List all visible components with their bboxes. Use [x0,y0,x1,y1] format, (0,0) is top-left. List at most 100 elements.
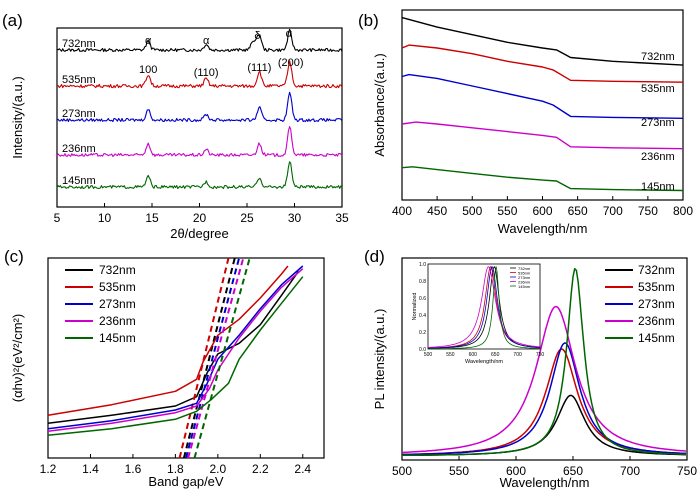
panel-d-inset-y-tick-label: 0.8 [419,279,426,285]
panel-d-inset-xlabel: Wavelength/nm [465,359,503,365]
panel-d-inset-series-145nm [428,266,540,350]
panel-a-series-273nm [56,91,343,123]
panel-c-x-tick-label: 1.4 [82,462,99,476]
panel-b-series-732nm [401,16,684,66]
panel-d-inset-x-tick-label: 550 [446,352,455,358]
panel-c-series-236nm [47,268,304,433]
panel-b-series-273nm [401,73,684,119]
panel-a-annotation: α [286,28,293,40]
panel-a-annotation: δ [254,30,260,42]
panel-c-x-tick-label: 1.6 [125,462,142,476]
panel-a-series-label: 273nm [62,108,96,120]
panel-d-inset-ylabel: Normalized [412,293,418,321]
panel-d-x-tick-label: 650 [563,464,583,478]
panel-label-d: (d) [364,247,385,266]
panel-d-frame [401,257,688,461]
panel-label-c: (c) [4,247,24,266]
panel-a-series-236nm [56,126,343,158]
panel-d-inset-legend-label: 145nm [518,284,531,289]
panel-b-series-145nm [401,166,684,192]
panel-c-tangent-273nm [185,257,241,459]
panel-d-x-tick-label: 700 [620,464,640,478]
panel-d-inset-y-tick-label: 1.0 [419,262,426,268]
panel-a-series-label: 236nm [62,143,96,155]
panel-d-inset-x-tick-label: 500 [424,352,433,358]
panel-d-series-273nm [401,342,686,456]
panel-c-x-tick-label: 1.8 [167,462,184,476]
panel-c-series-145nm [47,276,304,437]
panel-d-inset-x-tick-label: 600 [469,352,478,358]
panel-d-legend-label: 145nm [638,331,675,345]
panel-d-inset-x-tick-label: 750 [536,352,545,358]
panel-a-annotation: (110) [194,67,219,79]
panel-b-series-label: 732nm [641,51,675,63]
panel-c-legend-label: 236nm [99,314,136,328]
panel-d-inset-y-tick-label: 0.6 [419,296,426,302]
panel-b-x-tick-label: 450 [427,204,447,218]
panel-label-a: (a) [2,11,23,30]
panel-label-b: (b) [358,11,379,30]
panel-d-x-tick-label: 750 [677,464,697,478]
panel-a-annotation: α [203,35,210,47]
panel-c-tangent-236nm [187,257,245,459]
panel-b-x-tick-label: 550 [497,204,517,218]
panel-a-x-tick-label: 15 [145,211,159,225]
panel-a-series-732nm [56,28,343,53]
panel-b-frame [401,9,684,201]
panel-b-x-tick-label: 750 [638,204,658,218]
panel-c-x-tick-label: 2.0 [210,462,227,476]
panel-a-series-label: 145nm [62,175,96,187]
panel-c-series-273nm [47,265,304,430]
panel-a-x-tick-label: 5 [54,211,61,225]
panel-b-x-tick-label: 650 [568,204,588,218]
panel-c-legend-label: 273nm [99,297,136,311]
panel-b-series-label: 145nm [641,181,675,193]
panel-a-ylabel: Intensity/(a.u.) [10,76,25,158]
panel-a-series-535nm [56,60,343,89]
panel-a-x-tick-label: 30 [288,211,302,225]
panel-a-x-tick-label: 35 [335,211,349,225]
panel-c-legend-label: 145nm [99,331,136,345]
panel-d-legend-label: 273nm [638,297,675,311]
panel-c-x-tick-label: 2.2 [252,462,269,476]
panel-a-annotation: 100 [139,64,157,76]
panel-a-annotation: α [145,35,152,47]
panel-d-inset-legend-label: 535nm [518,271,531,276]
panel-a-series-label: 535nm [62,74,96,86]
panel-d-inset-y-tick-label: 0.4 [419,313,426,319]
panel-a-annotation: (111) [247,62,271,74]
panel-a-series-145nm [56,161,343,190]
panel-b-x-tick-label: 400 [392,204,412,218]
panel-b-xlabel: Wavelength/nm [498,221,588,236]
panel-c-tangent-535nm [178,257,230,459]
panel-d-inset-legend-label: 732nm [518,266,531,271]
panel-d-inset-y-tick-label: 0.2 [419,330,426,336]
panel-d-inset-legend-label: 236nm [518,280,531,285]
panel-c-series-732nm [47,270,300,425]
panel-b-ylabel: Absorbance/(a.u.) [372,53,387,156]
panel-b-x-tick-label: 500 [462,204,482,218]
panel-c-x-tick-label: 1.2 [40,462,57,476]
panel-d-inset-series-236nm [428,266,540,348]
panel-b-x-tick-label: 700 [603,204,623,218]
panel-a-x-tick-label: 10 [98,211,112,225]
panel-d-inset-y-tick-label: 0.0 [419,347,426,353]
panel-a-xlabel: 2θ/degree [170,226,229,241]
panel-d-inset-x-tick-label: 650 [491,352,500,358]
panel-c-series-535nm [47,265,289,417]
panel-c-ylabel: (αhν)²(eV²/cm²) [10,314,25,402]
panel-d-inset-series-273nm [427,266,540,349]
panel-d-inset-x-tick-label: 700 [513,352,522,358]
panel-d-legend-label: 236nm [638,314,675,328]
panel-b-series-label: 535nm [641,83,675,95]
panel-d-xlabel: Wavelength/nm [500,475,590,490]
panel-c-tangent-145nm [193,257,251,459]
panel-d-inset-legend-label: 273nm [518,275,531,280]
panel-b-series-236nm [401,121,684,150]
panel-d-x-tick-label: 500 [392,464,412,478]
panel-c-legend-label: 535nm [99,280,136,294]
panel-c-xlabel: Band gap/eV [148,474,224,489]
panel-a-x-tick-label: 25 [240,211,254,225]
panel-c-legend-label: 732nm [99,263,136,277]
